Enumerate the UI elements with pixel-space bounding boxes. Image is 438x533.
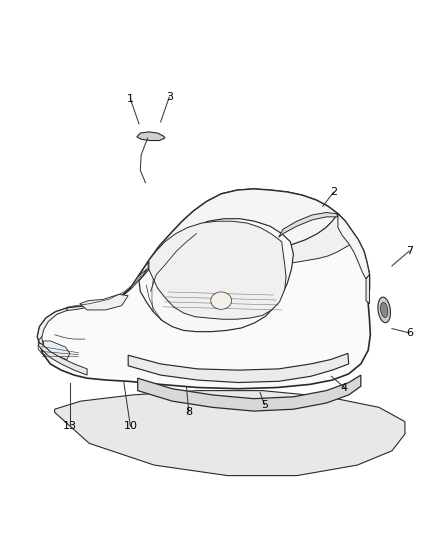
Polygon shape (80, 294, 128, 310)
Polygon shape (128, 353, 349, 383)
Ellipse shape (381, 302, 388, 318)
Text: 7: 7 (406, 246, 413, 256)
Polygon shape (366, 274, 370, 304)
Polygon shape (338, 214, 370, 279)
Polygon shape (38, 343, 87, 375)
Text: 8: 8 (185, 407, 192, 417)
Ellipse shape (378, 297, 391, 322)
Polygon shape (67, 268, 148, 311)
Polygon shape (137, 132, 165, 141)
Text: 13: 13 (63, 421, 77, 431)
Polygon shape (148, 189, 338, 274)
Text: 2: 2 (330, 187, 337, 197)
Polygon shape (55, 391, 405, 475)
Text: 10: 10 (124, 421, 138, 431)
Text: 3: 3 (166, 92, 173, 102)
Text: 4: 4 (341, 383, 348, 392)
Polygon shape (277, 214, 358, 263)
Ellipse shape (211, 292, 232, 309)
Text: 6: 6 (406, 328, 413, 338)
Polygon shape (43, 341, 70, 360)
Text: 5: 5 (261, 400, 268, 410)
Polygon shape (37, 308, 67, 345)
Polygon shape (148, 233, 207, 292)
Text: 1: 1 (127, 94, 134, 104)
Polygon shape (139, 219, 293, 332)
Polygon shape (138, 375, 361, 411)
Polygon shape (279, 213, 338, 237)
Polygon shape (149, 221, 286, 319)
Polygon shape (37, 189, 371, 389)
